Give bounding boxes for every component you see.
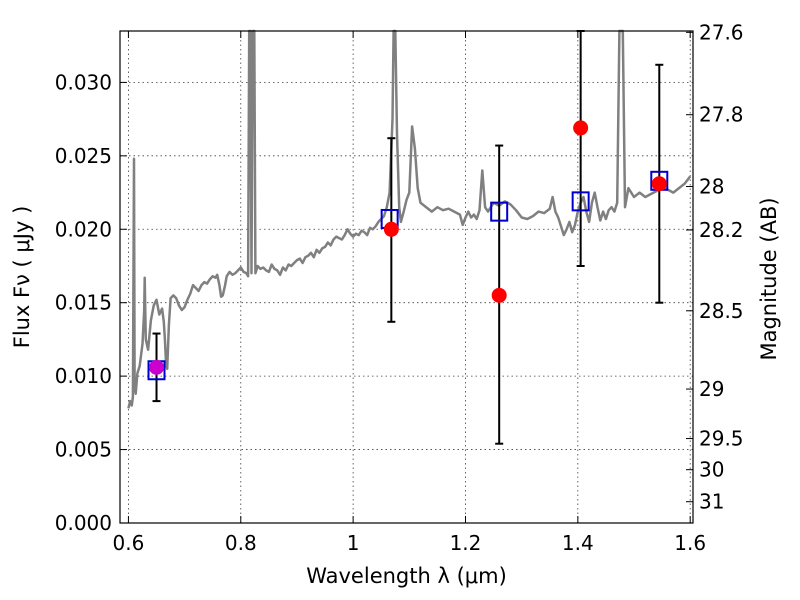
y-axis-right: 27.6 27.8 28 28.2 28.5 29 29.5 30 31 <box>686 20 744 514</box>
y-tick-label: 0.025 <box>55 144 112 168</box>
y-tick-label: 0.000 <box>55 511 112 535</box>
y-axis-right-title: Magnitude (AB) <box>757 197 781 360</box>
spectrum-series <box>127 29 692 409</box>
x-tick-label: 1.6 <box>674 531 706 555</box>
model-point <box>490 201 509 222</box>
observed-point <box>383 221 399 237</box>
y-right-tick-label: 28 <box>699 175 724 199</box>
y-right-tick-label: 28.5 <box>699 299 744 323</box>
observed-point <box>651 176 667 192</box>
y-right-tick-label: 31 <box>699 490 724 514</box>
x-tick-label: 1.2 <box>450 531 482 555</box>
y-right-tick-label: 29 <box>699 377 724 401</box>
y-axis-title: Flux Fν ( μJy ) <box>10 206 34 349</box>
observed-points <box>149 120 667 375</box>
error-bars <box>152 30 664 445</box>
plot-frame <box>119 30 694 524</box>
observed-point <box>149 359 165 375</box>
x-tick-label: 0.8 <box>225 531 257 555</box>
observed-point <box>573 120 589 136</box>
x-tick-label: 1.4 <box>562 531 594 555</box>
x-tick-label: 0.6 <box>113 531 145 555</box>
observed-point <box>491 287 507 303</box>
y-right-tick-label: 27.6 <box>699 20 744 44</box>
y-right-tick-label: 28.2 <box>699 218 744 242</box>
spectrum-line <box>127 29 692 409</box>
y-tick-label: 0.005 <box>55 438 112 462</box>
y-right-tick-label: 27.8 <box>699 103 744 127</box>
model-point <box>571 191 590 212</box>
y-right-tick-label: 29.5 <box>699 427 744 451</box>
y-tick-label: 0.010 <box>55 364 112 388</box>
x-axis-title: Wavelength λ (μm) <box>306 564 507 588</box>
y-tick-label: 0.015 <box>55 291 112 315</box>
y-tick-label: 0.030 <box>55 70 112 94</box>
y-tick-label: 0.020 <box>55 217 112 241</box>
y-axis-left: 0.000 0.005 0.010 0.015 0.020 0.025 0.030 <box>55 70 127 535</box>
x-tick-label: 1 <box>347 531 360 555</box>
grid <box>120 31 693 524</box>
x-axis: 0.6 0.8 1 1.2 1.4 1.6 <box>113 31 706 555</box>
y-right-tick-label: 30 <box>699 458 724 482</box>
